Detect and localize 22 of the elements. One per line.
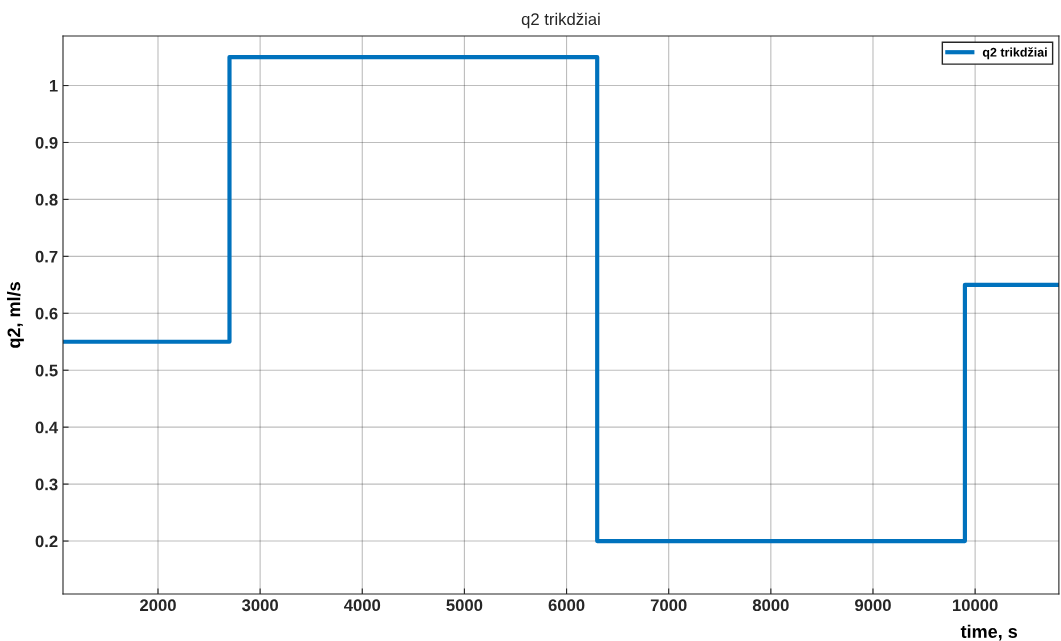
y-tick-label: 0.9 <box>35 136 58 149</box>
x-tick-label: 2000 <box>140 599 176 612</box>
y-tick-label: 0.8 <box>35 193 58 206</box>
y-tick-label: 0.2 <box>35 535 58 548</box>
x-tick-label: 6000 <box>548 599 585 612</box>
y-tick-label: 0.7 <box>35 250 58 263</box>
y-tick-label: 0.4 <box>35 421 59 434</box>
x-axis-title: time, s <box>960 624 1018 641</box>
x-tick-label: 8000 <box>752 599 789 612</box>
chart-title: q2 trikdžiai <box>521 12 600 29</box>
x-tick-label: 9000 <box>855 599 891 612</box>
x-tick-label: 7000 <box>650 599 687 612</box>
x-tick-label: 4000 <box>343 599 381 612</box>
y-tick-label: 1 <box>49 80 58 92</box>
x-tick-label: 3000 <box>241 599 278 612</box>
x-tick-label: 10000 <box>953 599 998 612</box>
y-tick-label: 0.6 <box>35 307 58 320</box>
legend-label: q2 trikdžiai <box>982 47 1047 60</box>
y-axis-title: q2, ml/s <box>7 282 24 348</box>
y-tick-label: 0.5 <box>35 364 58 377</box>
y-tick-label: 0.3 <box>35 478 58 491</box>
x-tick-label: 5000 <box>446 599 483 612</box>
